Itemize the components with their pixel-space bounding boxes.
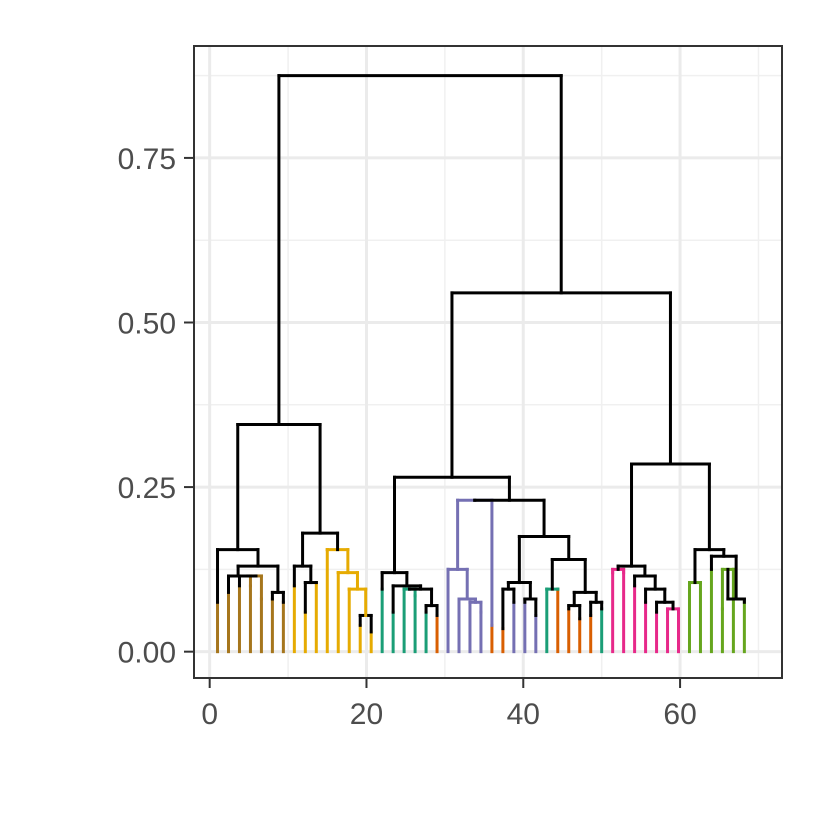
y-tick-label-2: 0.50 bbox=[118, 308, 176, 341]
grid-lines bbox=[194, 46, 782, 678]
x-tick-label-2: 40 bbox=[507, 698, 540, 731]
plot-panel-border bbox=[193, 45, 783, 679]
y-tick-label-1: 0.25 bbox=[118, 472, 176, 505]
x-tick-label-0: 0 bbox=[201, 698, 218, 731]
dendrogram-branches bbox=[216, 74, 746, 654]
y-tick-label-0: 0.00 bbox=[118, 637, 176, 670]
x-tick-label-1: 20 bbox=[350, 698, 383, 731]
y-tick-label-3: 0.75 bbox=[118, 143, 176, 176]
axes: 0 20 40 60 0.00 0.25 0.50 0.75 bbox=[118, 143, 697, 731]
x-tick-label-3: 60 bbox=[663, 698, 696, 731]
